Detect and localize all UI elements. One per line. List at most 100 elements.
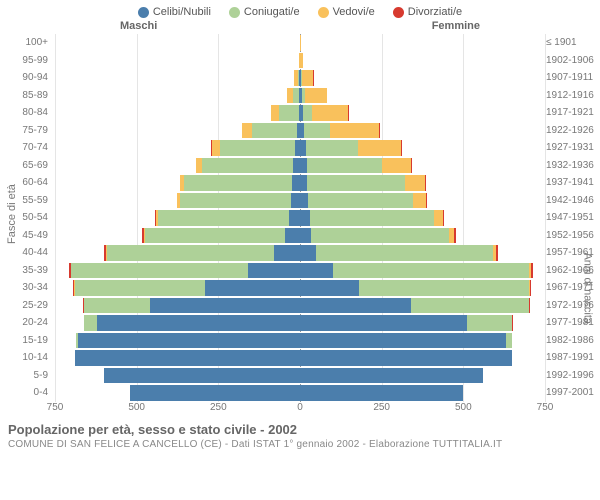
female-bar xyxy=(300,70,314,86)
legend-item: Coniugati/e xyxy=(229,6,300,18)
bar-segment-vedovi xyxy=(271,105,279,121)
legend-label: Divorziati/e xyxy=(408,6,462,18)
female-bar xyxy=(300,280,531,296)
age-row: 15-191982-1986 xyxy=(0,332,600,350)
birth-year-label: 1992-1996 xyxy=(542,370,600,381)
male-bar xyxy=(83,298,300,314)
male-bar xyxy=(84,315,300,331)
bar-segment-vedovi xyxy=(382,158,411,174)
bar-segment-celibi xyxy=(300,385,463,401)
female-bar xyxy=(300,298,530,314)
bar-segment-celibi xyxy=(292,175,300,191)
age-label: 55-59 xyxy=(0,195,52,206)
bar-segment-coniugati xyxy=(359,280,529,296)
bar-segment-celibi xyxy=(300,245,316,261)
bar-segment-coniugati xyxy=(311,228,448,244)
bar-segment-coniugati xyxy=(506,333,513,349)
bar-segment-coniugati xyxy=(180,193,291,209)
male-bar xyxy=(155,210,300,226)
age-row: 25-291972-1976 xyxy=(0,297,600,315)
bar-segment-vedovi xyxy=(312,105,348,121)
male-bar xyxy=(271,105,300,121)
birth-year-label: 1902-1906 xyxy=(542,55,600,66)
female-bar xyxy=(300,88,327,104)
bar-segment-divorziati xyxy=(496,245,498,261)
bar-segment-celibi xyxy=(285,228,300,244)
x-tick-label: 750 xyxy=(47,402,64,413)
age-row: 55-591942-1946 xyxy=(0,192,600,210)
age-row: 5-91992-1996 xyxy=(0,367,600,385)
birth-year-label: 1907-1911 xyxy=(542,72,600,83)
male-bar xyxy=(177,193,300,209)
birth-year-label: 1962-1966 xyxy=(542,265,600,276)
population-pyramid-chart: Fasce di età Anni di nascita 100+≤ 19019… xyxy=(0,34,600,402)
bar-segment-coniugati xyxy=(145,228,285,244)
age-row: 30-34 1967-1971 xyxy=(0,279,600,297)
age-row: 10-141987-1991 xyxy=(0,349,600,367)
male-bar xyxy=(75,350,300,366)
x-axis: 7505002500250500750 xyxy=(0,402,600,416)
bar-segment-coniugati xyxy=(304,123,330,139)
bar-segment-vedovi xyxy=(242,123,252,139)
legend-item: Vedovi/e xyxy=(318,6,375,18)
bar-segment-coniugati xyxy=(107,245,274,261)
age-label: 30-34 xyxy=(0,282,52,293)
bar-segment-divorziati xyxy=(425,175,426,191)
female-bar xyxy=(300,263,533,279)
bar-segment-vedovi xyxy=(305,88,327,104)
bar-segment-celibi xyxy=(150,298,300,314)
female-bar xyxy=(300,245,498,261)
bar-segment-divorziati xyxy=(379,123,380,139)
age-row: 85-891912-1916 xyxy=(0,87,600,105)
age-label: 0-4 xyxy=(0,387,52,398)
x-tick-label: 500 xyxy=(128,402,145,413)
male-bar xyxy=(242,123,300,139)
bar-segment-divorziati xyxy=(530,280,532,296)
chart-footer: Popolazione per età, sesso e stato civil… xyxy=(0,416,600,450)
bar-segment-celibi xyxy=(300,263,333,279)
age-row: 60-641937-1941 xyxy=(0,174,600,192)
bar-segment-celibi xyxy=(291,193,300,209)
age-label: 85-89 xyxy=(0,90,52,101)
birth-year-label: 1977-1981 xyxy=(542,317,600,328)
bar-segment-coniugati xyxy=(184,175,292,191)
birth-year-label: 1947-1951 xyxy=(542,212,600,223)
age-row: 45-491952-1956 xyxy=(0,227,600,245)
bar-segment-celibi xyxy=(300,280,359,296)
legend-item: Celibi/Nubili xyxy=(138,6,211,18)
age-label: 40-44 xyxy=(0,247,52,258)
female-bar xyxy=(300,123,380,139)
bar-segment-celibi xyxy=(300,333,506,349)
header-female: Femmine xyxy=(432,20,480,32)
female-bar xyxy=(300,228,456,244)
bar-segment-divorziati xyxy=(426,193,427,209)
male-bar xyxy=(69,263,300,279)
bar-segment-divorziati xyxy=(512,315,513,331)
female-bar xyxy=(300,193,427,209)
male-bar xyxy=(196,158,301,174)
birth-year-label: 1937-1941 xyxy=(542,177,600,188)
bar-segment-coniugati xyxy=(84,315,97,331)
female-bar xyxy=(300,315,513,331)
male-bar xyxy=(73,280,300,296)
female-bar xyxy=(300,140,402,156)
bar-segment-coniugati xyxy=(307,175,405,191)
bar-segment-coniugati xyxy=(158,210,289,226)
chart-subtitle: COMUNE DI SAN FELICE A CANCELLO (CE) - D… xyxy=(8,439,592,450)
bar-segment-celibi xyxy=(248,263,300,279)
x-tick-label: 250 xyxy=(210,402,227,413)
bar-segment-vedovi xyxy=(302,70,313,86)
bar-segment-celibi xyxy=(300,228,311,244)
bar-segment-vedovi xyxy=(330,123,379,139)
bar-segment-coniugati xyxy=(84,298,149,314)
chart-title: Popolazione per età, sesso e stato civil… xyxy=(8,422,592,437)
birth-year-label: 1987-1991 xyxy=(542,352,600,363)
age-row: 80-841917-1921 xyxy=(0,104,600,122)
male-bar xyxy=(142,228,300,244)
age-row: 65-691932-1936 xyxy=(0,157,600,175)
bar-segment-celibi xyxy=(130,385,300,401)
bar-segment-coniugati xyxy=(220,140,295,156)
birth-year-label: 1967-1971 xyxy=(542,282,600,293)
bar-segment-celibi xyxy=(97,315,300,331)
age-label: 45-49 xyxy=(0,230,52,241)
